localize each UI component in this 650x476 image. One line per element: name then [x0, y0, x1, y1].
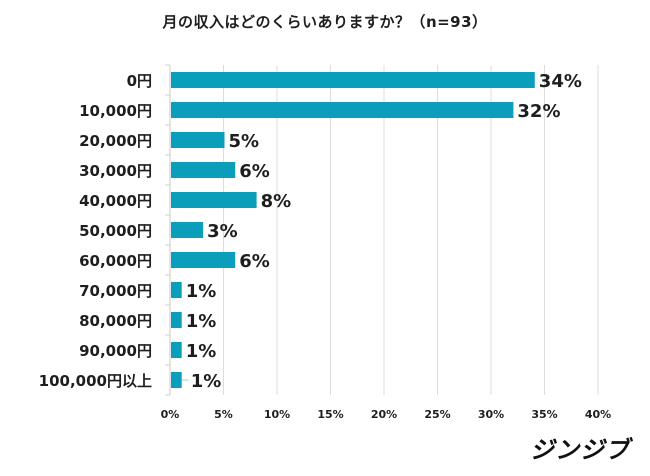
value-label: 6%: [239, 251, 270, 272]
jinjib-logo: ジンジブ: [530, 436, 630, 464]
category-label: 20,000円: [79, 132, 152, 150]
category-label: 100,000円以上: [39, 372, 152, 390]
category-label: 40,000円: [79, 192, 152, 210]
value-label: 1%: [186, 341, 217, 362]
category-label: 90,000円: [79, 342, 152, 360]
x-tick-label: 15%: [317, 408, 343, 421]
x-tick-label: 5%: [214, 408, 233, 421]
value-label: 1%: [186, 311, 217, 332]
bar: [171, 282, 182, 298]
x-tick-labels: 0% 5% 10% 15% 20% 25% 30% 35% 40%: [161, 408, 612, 421]
bar: [171, 252, 236, 268]
category-label: 60,000円: [79, 252, 152, 270]
value-label: 1%: [191, 371, 222, 392]
x-tick-label: 30%: [478, 408, 504, 421]
chart-title: 月の収入はどのくらいありますか？（n=93）: [162, 13, 488, 31]
value-label: 34%: [539, 71, 582, 92]
x-tick-label: 25%: [424, 408, 450, 421]
value-label: 3%: [207, 221, 238, 242]
category-label: 0円: [127, 72, 152, 90]
gridlines: [165, 64, 599, 396]
bars: [171, 72, 535, 388]
bar: [171, 342, 182, 358]
x-tick-label: 20%: [371, 408, 397, 421]
value-label: 8%: [261, 191, 292, 212]
x-tick-label: 10%: [264, 408, 290, 421]
bar: [171, 312, 182, 328]
category-label: 80,000円: [79, 312, 152, 330]
x-tick-label: 0%: [161, 408, 180, 421]
category-label: 70,000円: [79, 282, 152, 300]
bar: [171, 372, 182, 388]
x-tick-label: 40%: [585, 408, 611, 421]
bar: [171, 192, 257, 208]
bar: [171, 162, 236, 178]
bar: [171, 102, 514, 118]
value-label: 5%: [229, 131, 260, 152]
category-label: 30,000円: [79, 162, 152, 180]
bar: [171, 222, 204, 238]
value-labels: 34%32%5%6%8%3%6%1%1%1%1%: [181, 71, 582, 392]
bar: [171, 72, 535, 88]
value-label: 6%: [239, 161, 270, 182]
bar: [171, 132, 225, 148]
x-tick-label: 35%: [531, 408, 557, 421]
value-label: 32%: [517, 101, 560, 122]
category-labels: 0円 10,000円 20,000円 30,000円 40,000円 50,000円 60,…: [39, 72, 152, 390]
category-label: 10,000円: [79, 102, 152, 120]
value-label: 1%: [186, 281, 217, 302]
category-label: 50,000円: [79, 222, 152, 240]
